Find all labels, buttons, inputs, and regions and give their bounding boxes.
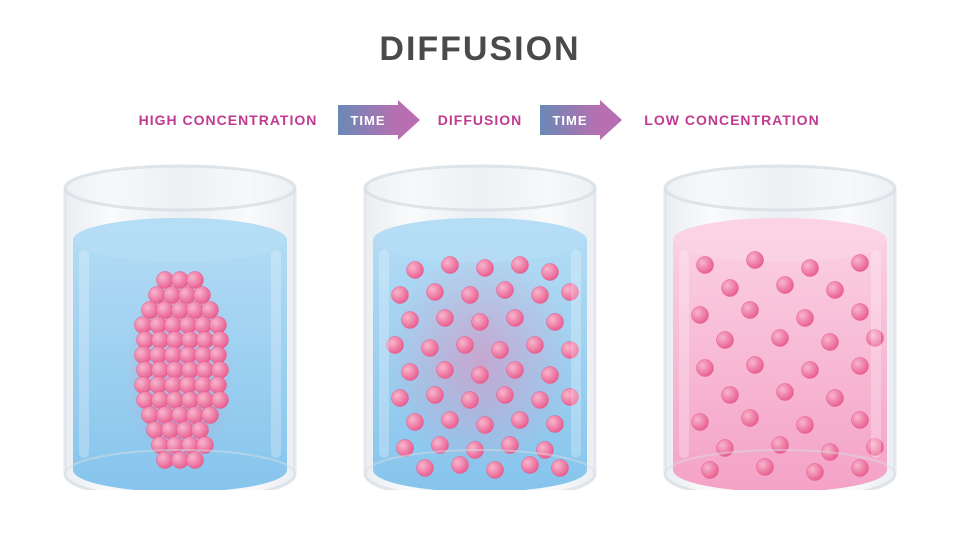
beaker-diffusion [355, 160, 605, 490]
arrow-head-icon [600, 100, 622, 140]
beaker-svg [355, 160, 605, 490]
label-high-concentration: HIGH CONCENTRATION [128, 112, 328, 128]
beakers-row [0, 160, 960, 490]
time-arrow-1: TIME [338, 100, 420, 140]
time-arrow-2: TIME [540, 100, 622, 140]
arrow-body: TIME [338, 105, 398, 135]
labels-row: HIGH CONCENTRATION TIME DIFFUSION TIME L… [0, 100, 960, 140]
label-diffusion: DIFFUSION [430, 112, 530, 128]
arrow-body: TIME [540, 105, 600, 135]
arrow-head-icon [398, 100, 420, 140]
page-title: DIFFUSION [379, 30, 580, 69]
beaker-svg [55, 160, 305, 490]
label-low-concentration: LOW CONCENTRATION [632, 112, 832, 128]
beaker-low [655, 160, 905, 490]
beaker-high [55, 160, 305, 490]
beaker-svg [655, 160, 905, 490]
